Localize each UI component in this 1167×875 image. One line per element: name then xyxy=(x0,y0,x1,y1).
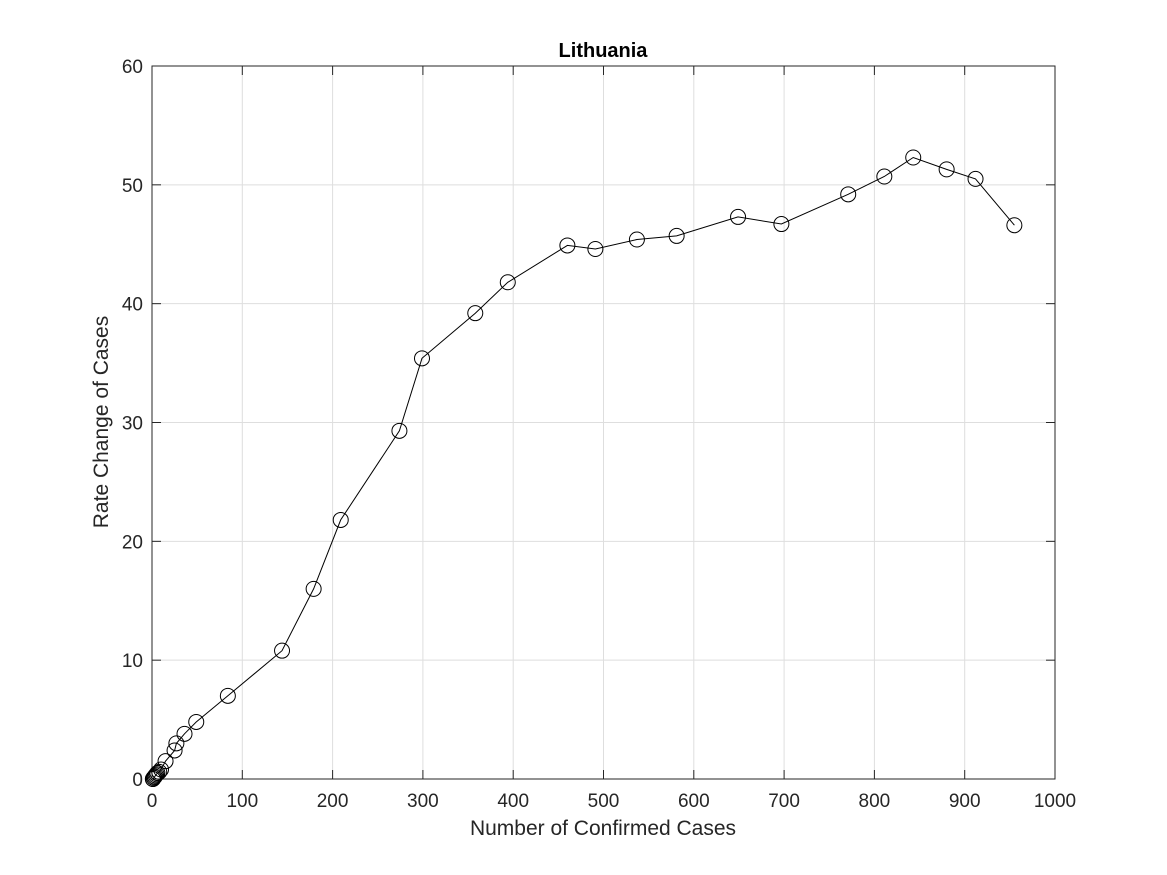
x-tick-label: 700 xyxy=(768,791,800,812)
y-tick-label: 0 xyxy=(132,770,143,791)
data-point xyxy=(967,170,984,187)
x-tick-label: 1000 xyxy=(1034,791,1076,812)
data-point xyxy=(587,241,604,258)
x-tick-label: 400 xyxy=(497,791,529,812)
data-point xyxy=(938,161,955,178)
data-series xyxy=(144,149,1023,787)
x-tick-labels: 0 100 200 300 400 500 600 700 800 900 1000 xyxy=(147,791,1076,812)
data-point xyxy=(157,753,174,770)
data-point xyxy=(1006,217,1023,234)
data-point xyxy=(305,580,322,597)
y-tick-label: 20 xyxy=(122,532,143,553)
y-tick-label: 50 xyxy=(122,176,143,197)
chart-title: Lithuania xyxy=(559,40,649,62)
y-tick-label: 40 xyxy=(122,295,143,316)
data-point xyxy=(391,422,408,439)
data-point xyxy=(905,149,922,166)
data-point xyxy=(413,350,430,367)
data-point xyxy=(668,227,685,244)
data-point xyxy=(499,274,516,291)
data-point xyxy=(153,761,170,778)
x-tick-label: 500 xyxy=(588,791,620,812)
y-tick-label: 10 xyxy=(122,651,143,672)
data-point xyxy=(274,642,291,659)
x-tick-label: 100 xyxy=(226,791,258,812)
data-point xyxy=(730,208,747,225)
data-point xyxy=(840,186,857,203)
data-point xyxy=(168,735,185,752)
y-axis-title: Rate Change of Cases xyxy=(90,316,113,528)
data-point xyxy=(176,725,193,742)
y-tick-labels: 0 10 20 30 40 50 60 xyxy=(122,57,143,791)
data-point xyxy=(773,216,790,233)
x-tick-label: 0 xyxy=(147,791,158,812)
y-tick-label: 30 xyxy=(122,414,143,435)
data-point xyxy=(628,231,645,248)
data-point xyxy=(166,742,183,759)
data-point xyxy=(876,168,893,185)
data-point xyxy=(147,767,164,784)
x-tick-label: 600 xyxy=(678,791,710,812)
series-line xyxy=(152,156,1015,780)
y-tick-label: 60 xyxy=(122,57,143,78)
x-tick-label: 300 xyxy=(407,791,439,812)
data-point xyxy=(149,765,166,782)
data-point xyxy=(559,237,576,254)
data-point xyxy=(332,511,349,528)
x-tick-label: 800 xyxy=(859,791,891,812)
data-point xyxy=(467,305,484,322)
x-tick-label: 900 xyxy=(949,791,981,812)
data-point xyxy=(219,687,236,704)
data-point xyxy=(148,766,165,783)
x-axis-title: Number of Confirmed Cases xyxy=(470,817,736,840)
data-point xyxy=(188,713,205,730)
x-tick-label: 200 xyxy=(317,791,349,812)
